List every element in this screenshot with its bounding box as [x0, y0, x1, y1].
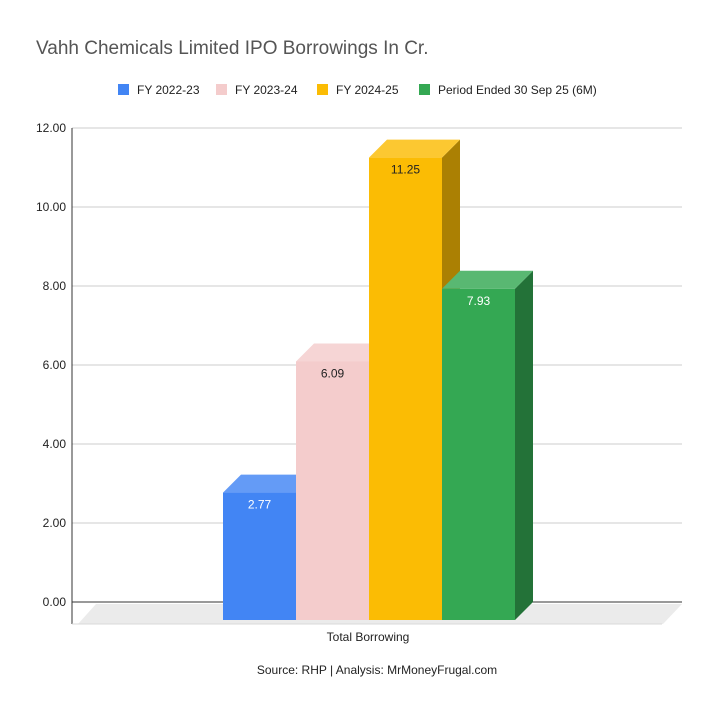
bar — [442, 288, 515, 620]
legend-label: FY 2022-23 — [137, 83, 200, 97]
legend-item: FY 2022-23 — [118, 83, 200, 97]
legend-label: FY 2023-24 — [235, 83, 298, 97]
y-axis-labels: 0.00 2.00 4.00 6.00 8.00 10.00 12.00 — [36, 121, 66, 609]
source-note: Source: RHP | Analysis: MrMoneyFrugal.co… — [257, 663, 497, 677]
bars: 2.77 6.09 11.25 7.93 — [223, 139, 533, 620]
legend-swatch — [216, 84, 227, 95]
legend-swatch — [118, 84, 129, 95]
data-label: 11.25 — [391, 163, 420, 177]
y-tick-label: 2.00 — [43, 516, 67, 530]
y-tick-label: 10.00 — [36, 200, 66, 214]
bar — [223, 492, 296, 620]
bar — [369, 157, 442, 620]
bar-top — [223, 474, 314, 493]
y-tick-label: 8.00 — [43, 279, 67, 293]
legend-item: FY 2024-25 — [317, 83, 399, 97]
legend-swatch — [419, 84, 430, 95]
bar-top — [369, 139, 460, 158]
y-tick-label: 4.00 — [43, 437, 67, 451]
legend-item: FY 2023-24 — [216, 83, 298, 97]
data-label: 7.93 — [467, 294, 491, 308]
data-label: 6.09 — [321, 366, 345, 380]
bar-top — [442, 270, 533, 289]
data-label: 2.77 — [248, 498, 272, 512]
legend-label: FY 2024-25 — [336, 83, 399, 97]
legend: FY 2022-23 FY 2023-24 FY 2024-25 Period End… — [118, 83, 597, 97]
bar — [296, 361, 369, 620]
chart-title: Vahh Chemicals Limited IPO Borrowings In… — [36, 38, 428, 59]
bar-group: 7.93 — [442, 270, 533, 620]
legend-label: Period Ended 30 Sep 25 (6M) — [438, 83, 597, 97]
y-tick-label: 6.00 — [43, 358, 67, 372]
bar-top — [296, 343, 387, 362]
y-tick-label: 0.00 — [43, 595, 67, 609]
x-axis-category-label: Total Borrowing — [327, 630, 410, 644]
legend-swatch — [317, 84, 328, 95]
legend-item: Period Ended 30 Sep 25 (6M) — [419, 83, 597, 97]
bar-side — [515, 270, 533, 620]
y-tick-label: 12.00 — [36, 121, 66, 135]
